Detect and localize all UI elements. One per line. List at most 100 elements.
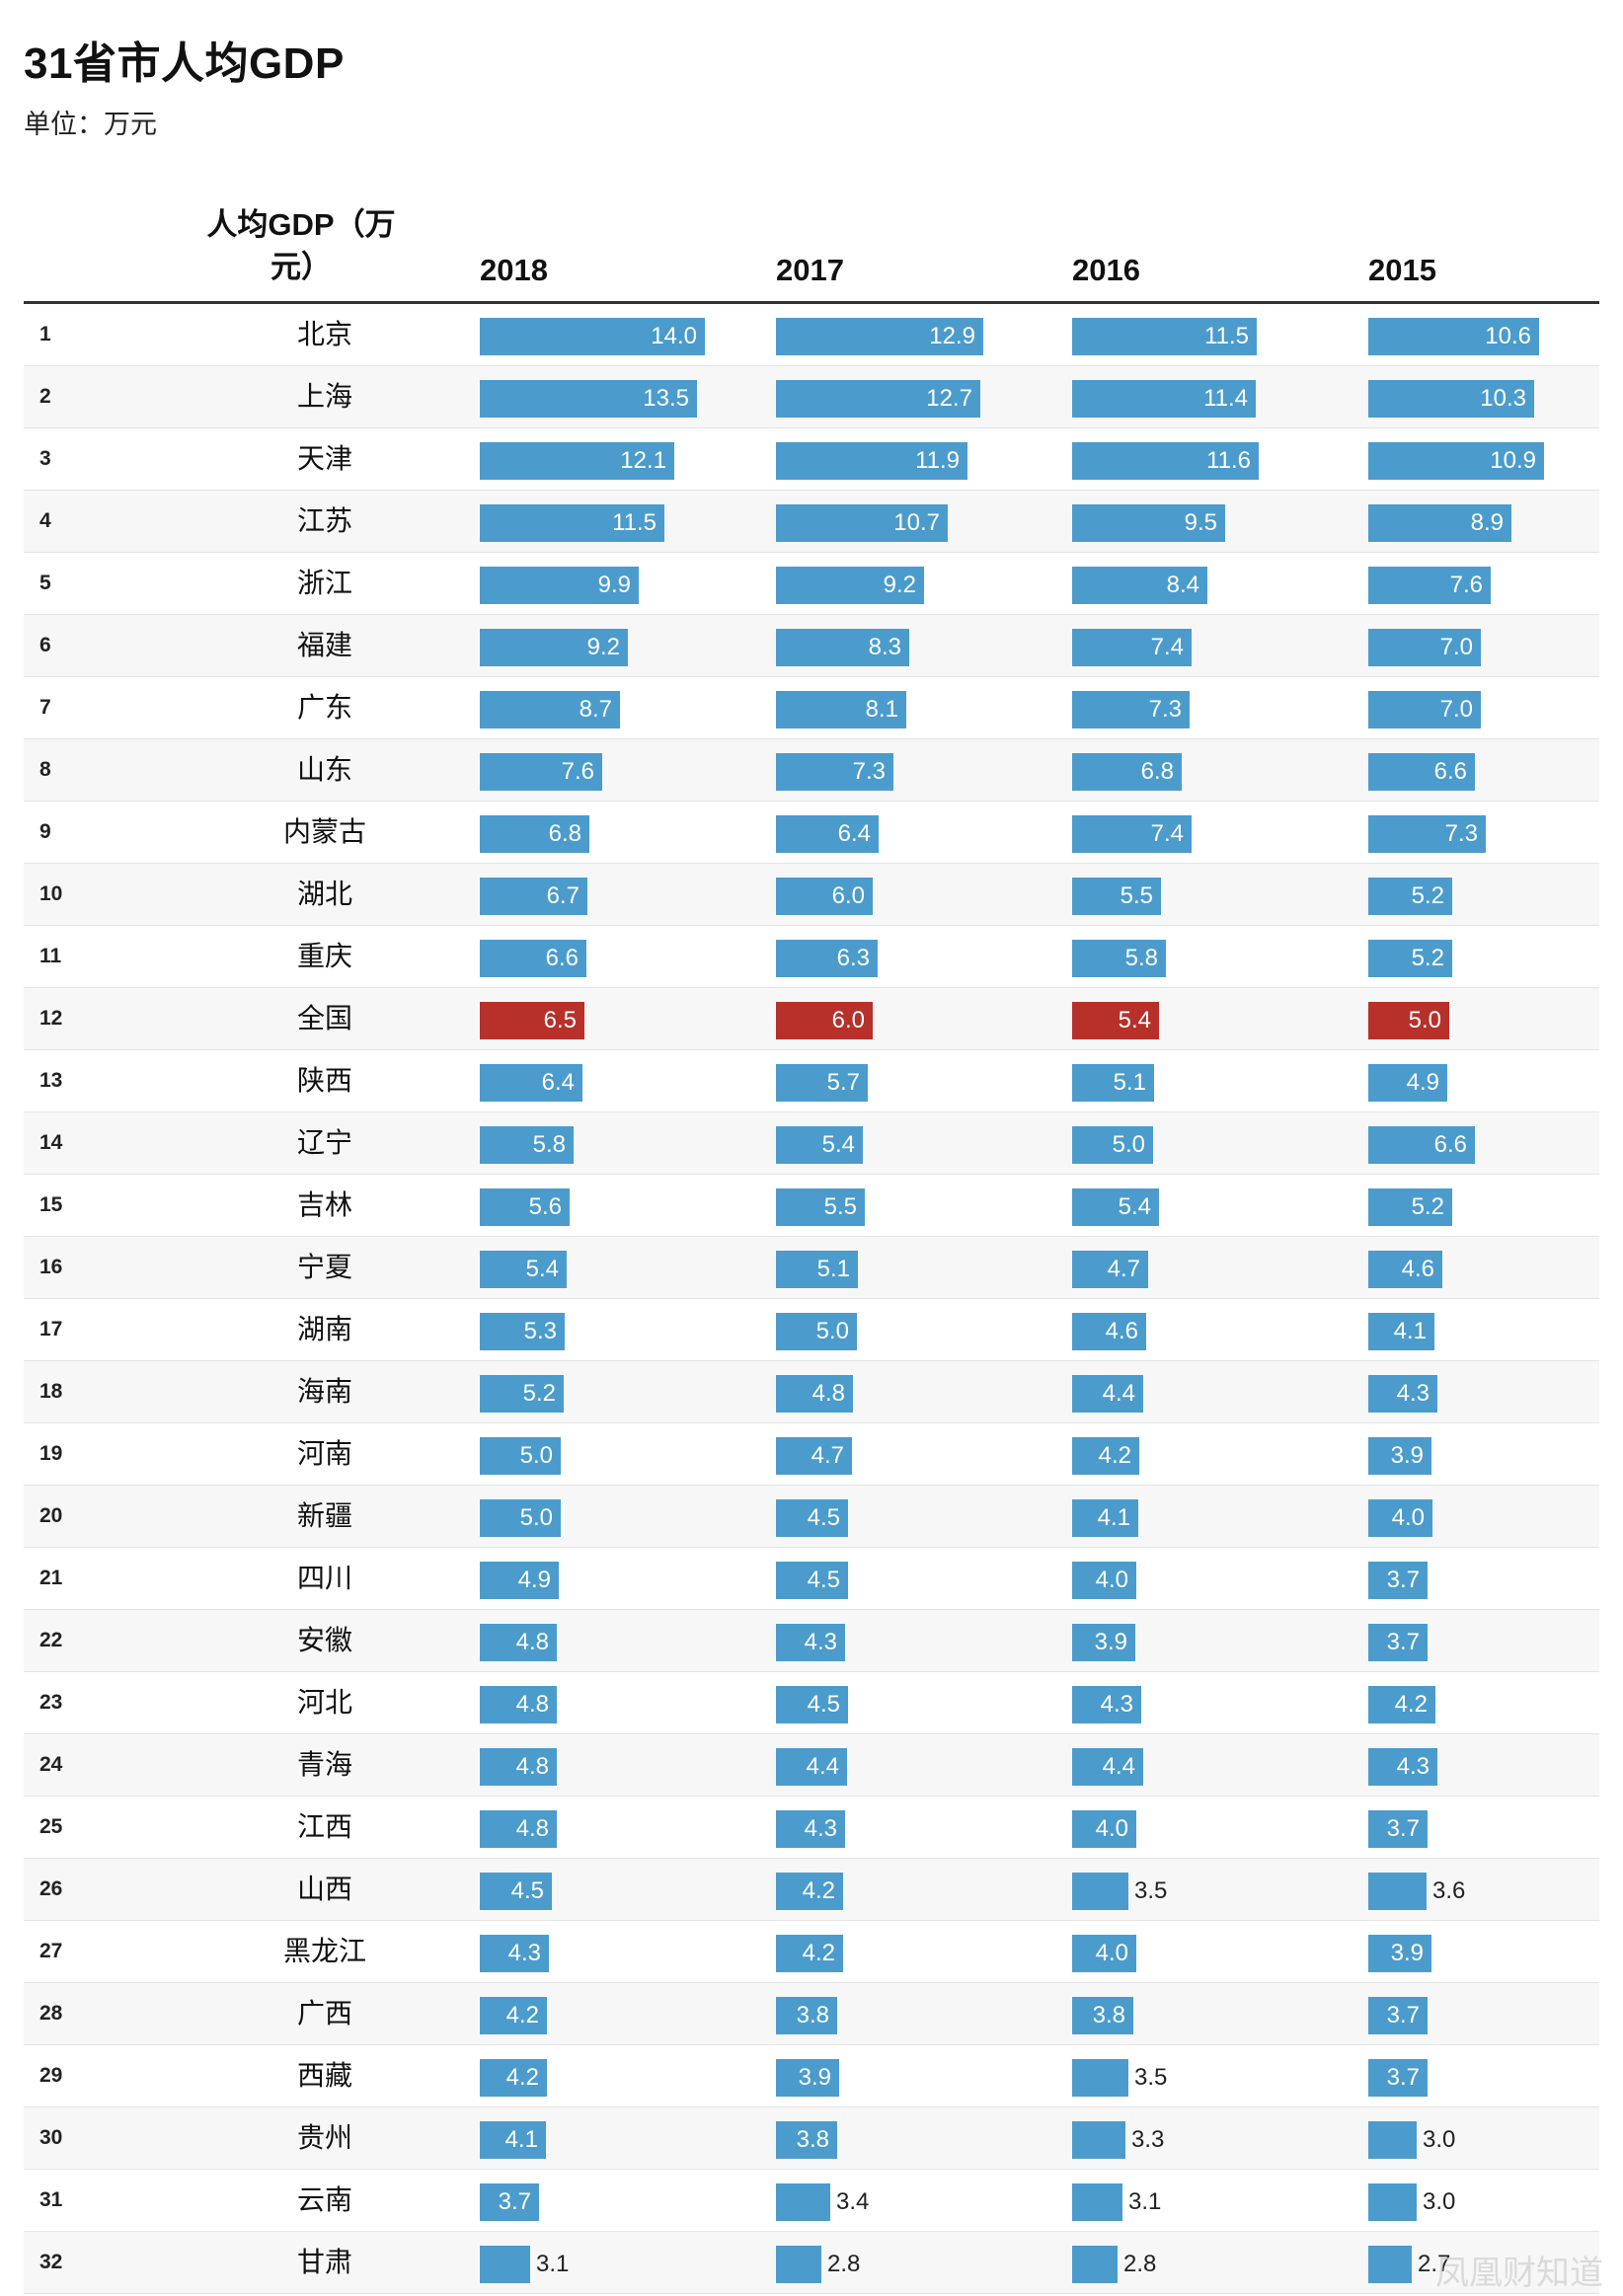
bar-2016: 7.4 bbox=[1072, 629, 1192, 666]
province-cell: 陕西 bbox=[296, 1065, 352, 1096]
bar-2016: 7.4 bbox=[1072, 815, 1192, 853]
table-row: 8 山东 7.6 7.3 6.8 6.6 bbox=[24, 739, 1599, 802]
province-cell: 海南 bbox=[296, 1376, 352, 1407]
table-row: 21 四川 4.9 4.5 4.0 3.7 bbox=[24, 1548, 1599, 1610]
column-header-name: 人均GDP（万元） bbox=[206, 207, 396, 284]
table-row: 15 吉林 5.6 5.5 5.4 5.2 bbox=[24, 1175, 1599, 1237]
province-cell: 全国 bbox=[296, 1003, 352, 1033]
table-row: 27 黑龙江 4.3 4.2 4.0 3.9 bbox=[24, 1921, 1599, 1983]
bar-2018: 11.5 bbox=[480, 504, 664, 542]
bar-2015: 5.0 bbox=[1368, 1002, 1449, 1039]
bar-2018: 4.1 bbox=[480, 2121, 546, 2159]
bar-2015: 3.7 bbox=[1368, 1624, 1428, 1661]
bar-2015 bbox=[1368, 1873, 1427, 1910]
province-cell: 江苏 bbox=[296, 505, 352, 536]
rank-cell: 10 bbox=[39, 882, 63, 905]
bar-2015: 6.6 bbox=[1368, 1126, 1475, 1164]
bar-2016: 5.8 bbox=[1072, 940, 1166, 977]
bar-2015 bbox=[1368, 2121, 1417, 2159]
bar-2016 bbox=[1072, 2183, 1122, 2221]
rank-cell: 15 bbox=[39, 1193, 63, 1216]
bar-2018: 5.0 bbox=[480, 1499, 561, 1537]
bar-2015: 4.3 bbox=[1368, 1748, 1437, 1786]
bar-2016: 11.4 bbox=[1072, 380, 1256, 418]
bar-2017: 5.1 bbox=[776, 1251, 858, 1288]
bar-2015: 4.1 bbox=[1368, 1313, 1434, 1350]
table-row: 4 江苏 11.5 10.7 9.5 8.9 bbox=[24, 491, 1599, 553]
bar-2015: 7.0 bbox=[1368, 691, 1481, 728]
province-cell: 辽宁 bbox=[296, 1127, 352, 1158]
bar-2016: 4.7 bbox=[1072, 1251, 1148, 1288]
bar-2018: 5.8 bbox=[480, 1126, 574, 1164]
bar-2017: 5.0 bbox=[776, 1313, 857, 1350]
table-row: 10 湖北 6.7 6.0 5.5 5.2 bbox=[24, 864, 1599, 926]
rank-cell: 4 bbox=[39, 509, 51, 532]
bar-2016: 5.4 bbox=[1072, 1002, 1159, 1039]
bar-2015: 7.6 bbox=[1368, 567, 1491, 604]
bar-2017: 7.3 bbox=[776, 753, 893, 791]
bar-2017: 4.8 bbox=[776, 1375, 853, 1413]
table-row: 5 浙江 9.9 9.2 8.4 7.6 bbox=[24, 553, 1599, 615]
bar-2016: 4.4 bbox=[1072, 1748, 1143, 1786]
bar-2016: 5.0 bbox=[1072, 1126, 1153, 1164]
bar-2015: 7.3 bbox=[1368, 815, 1486, 853]
bar-value-label: 3.5 bbox=[1134, 2064, 1168, 2091]
bar-2017: 4.3 bbox=[776, 1624, 845, 1661]
table-row: 24 青海 4.8 4.4 4.4 4.3 bbox=[24, 1734, 1599, 1797]
rank-cell: 32 bbox=[39, 2251, 63, 2273]
bar-2015: 5.2 bbox=[1368, 878, 1452, 915]
province-cell: 青海 bbox=[296, 1749, 352, 1780]
table-row: 2 上海 13.5 12.7 11.4 10.3 bbox=[24, 366, 1599, 428]
rank-cell: 27 bbox=[39, 1940, 63, 1962]
bar-value-label: 3.0 bbox=[1423, 2188, 1456, 2215]
bar-value-label: 3.1 bbox=[536, 2251, 570, 2277]
bar-2016: 4.3 bbox=[1072, 1686, 1141, 1723]
bar-2016: 5.4 bbox=[1072, 1188, 1159, 1226]
bar-2016: 4.0 bbox=[1072, 1810, 1136, 1848]
bar-2015: 4.0 bbox=[1368, 1499, 1432, 1537]
bar-value-label: 3.3 bbox=[1131, 2126, 1165, 2153]
bar-2018: 5.0 bbox=[480, 1437, 561, 1475]
bar-2017: 6.0 bbox=[776, 878, 873, 915]
table-row: 25 江西 4.8 4.3 4.0 3.7 bbox=[24, 1797, 1599, 1859]
province-cell: 四川 bbox=[296, 1563, 352, 1593]
province-cell: 宁夏 bbox=[296, 1252, 352, 1282]
bar-value-label: 3.6 bbox=[1432, 1877, 1466, 1904]
rank-cell: 2 bbox=[39, 385, 51, 408]
bar-2018: 6.7 bbox=[480, 878, 587, 915]
bar-2018: 14.0 bbox=[480, 318, 705, 355]
province-cell: 福建 bbox=[296, 630, 352, 660]
bar-2015: 7.0 bbox=[1368, 629, 1481, 666]
bar-2015: 4.2 bbox=[1368, 1686, 1435, 1723]
rank-cell: 21 bbox=[39, 1567, 63, 1589]
bar-2015: 10.6 bbox=[1368, 318, 1539, 355]
bar-2017: 4.7 bbox=[776, 1437, 852, 1475]
rank-cell: 23 bbox=[39, 1691, 63, 1714]
bar-2015: 4.9 bbox=[1368, 1064, 1447, 1102]
rank-cell: 16 bbox=[39, 1256, 63, 1278]
bar-2018: 5.4 bbox=[480, 1251, 567, 1288]
rank-cell: 7 bbox=[39, 696, 51, 719]
bar-2017: 6.0 bbox=[776, 1002, 873, 1039]
bar-2016 bbox=[1072, 1873, 1128, 1910]
bar-2018: 4.2 bbox=[480, 2059, 547, 2097]
province-cell: 吉林 bbox=[296, 1189, 352, 1220]
province-cell: 黑龙江 bbox=[282, 1936, 366, 1966]
province-cell: 重庆 bbox=[296, 941, 352, 971]
bar-value-label: 2.8 bbox=[827, 2251, 861, 2277]
bar-2018: 4.8 bbox=[480, 1748, 557, 1786]
table-row: 7 广东 8.7 8.1 7.3 7.0 bbox=[24, 677, 1599, 739]
table-row: 3 天津 12.1 11.9 11.6 10.9 bbox=[24, 428, 1599, 491]
bar-2015: 5.2 bbox=[1368, 940, 1452, 977]
bar-2017: 12.7 bbox=[776, 380, 980, 418]
chart-title: 31省市人均GDP bbox=[24, 39, 345, 88]
bar-2018: 6.4 bbox=[480, 1064, 582, 1102]
bar-2016: 6.8 bbox=[1072, 753, 1182, 791]
bar-2017: 3.8 bbox=[776, 1997, 837, 2034]
table-row: 23 河北 4.8 4.5 4.3 4.2 bbox=[24, 1672, 1599, 1734]
bar-2016: 3.8 bbox=[1072, 1997, 1133, 2034]
province-cell: 北京 bbox=[296, 319, 352, 349]
table-row: 31 云南 3.7 3.4 3.1 3.0 bbox=[24, 2170, 1599, 2232]
bar-2017: 12.9 bbox=[776, 318, 983, 355]
bar-2015: 8.9 bbox=[1368, 504, 1511, 542]
